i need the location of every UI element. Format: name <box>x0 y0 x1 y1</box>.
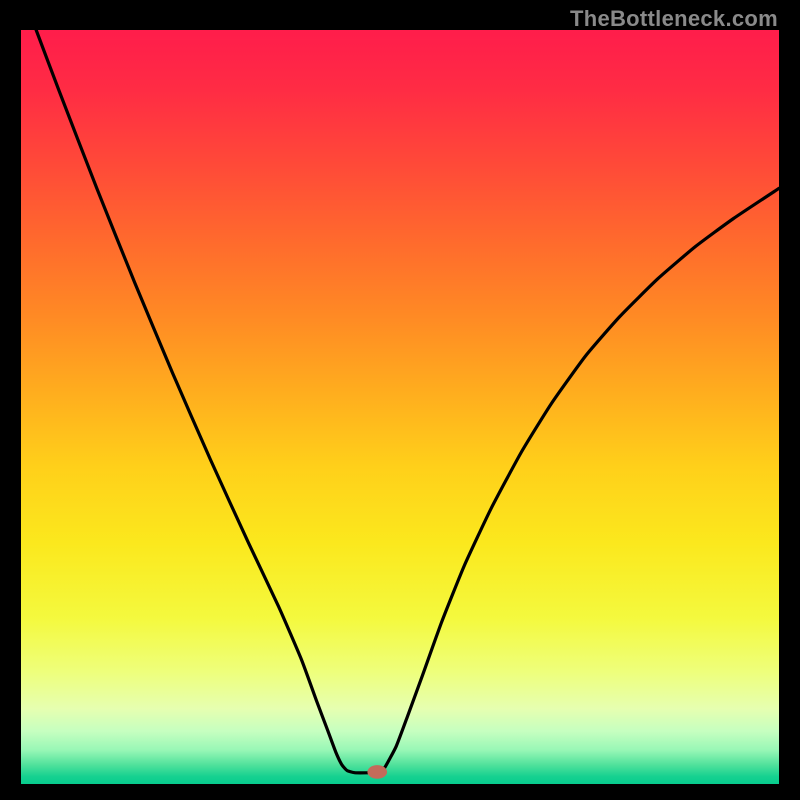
bottleneck-chart <box>0 0 800 800</box>
watermark-text: TheBottleneck.com <box>570 6 778 32</box>
optimal-point-marker <box>367 765 387 779</box>
root: TheBottleneck.com <box>0 0 800 800</box>
chart-background <box>21 30 779 784</box>
